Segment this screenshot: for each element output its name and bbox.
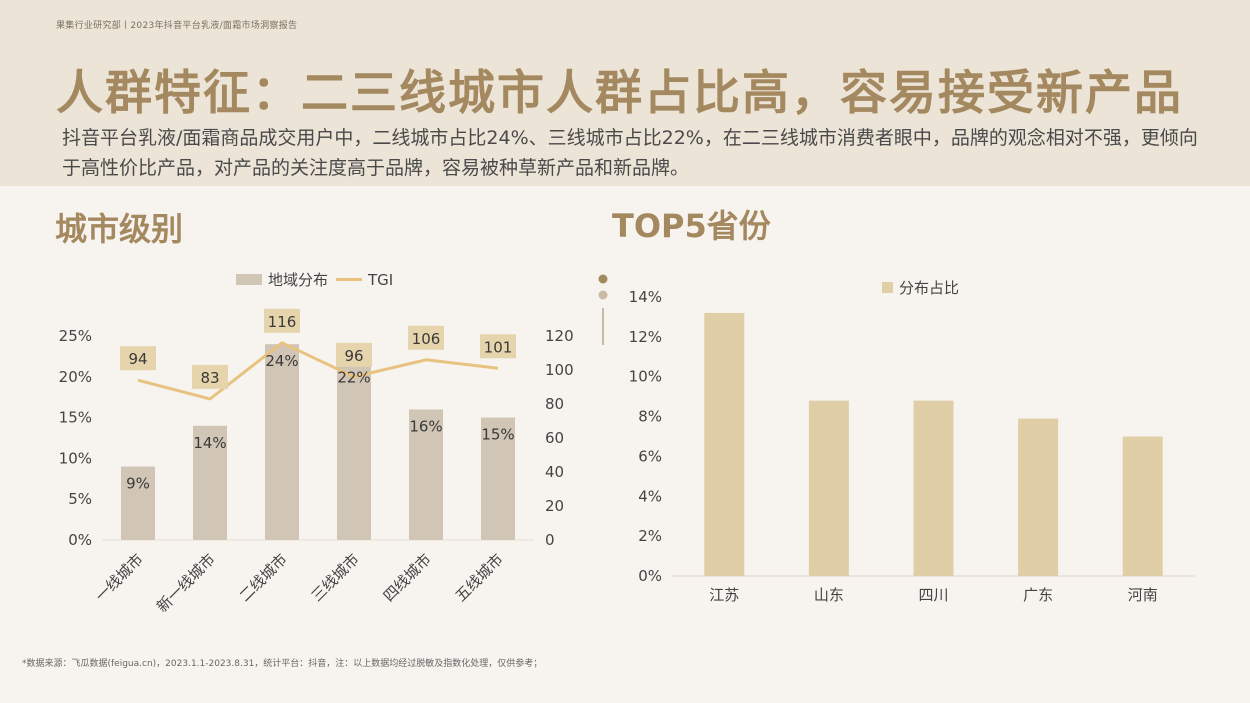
city-bar-label: 24% <box>265 352 298 370</box>
header-band <box>0 0 1250 186</box>
province-category-label: 广东 <box>1023 586 1053 604</box>
province-category-label: 河南 <box>1128 586 1158 604</box>
city-bar-label: 14% <box>193 434 226 452</box>
city-category-label: 五线城市 <box>452 550 507 605</box>
province-bar <box>704 312 745 576</box>
footnote: *数据来源：飞瓜数据(feigua.cn)，2023.1.1-2023.8.31… <box>22 659 543 669</box>
tgi-label: 106 <box>412 330 441 348</box>
city-bar-label: 15% <box>481 426 514 444</box>
city-category-label: 一线城市 <box>92 550 147 605</box>
bar-legend-label: 地域分布 <box>268 271 329 289</box>
province-legend-swatch <box>882 282 893 293</box>
bar-legend-swatch <box>236 274 262 285</box>
tgi-label: 101 <box>484 338 513 356</box>
tgi-label-box <box>120 346 156 371</box>
province-legend-label: 分布占比 <box>899 279 960 297</box>
city-y-left-tick: 20% <box>59 368 92 386</box>
city-y-right-tick: 100 <box>545 361 574 379</box>
top5-provinces-section-title: TOP5省份 <box>612 207 771 245</box>
province-category-label: 江苏 <box>709 586 739 604</box>
city-y-right-tick: 20 <box>545 497 564 515</box>
city-y-left-tick: 25% <box>59 327 92 345</box>
city-y-left-tick: 10% <box>59 449 92 467</box>
city-y-right-tick: 60 <box>545 429 564 447</box>
city-y-right-tick: 40 <box>545 463 564 481</box>
province-bar <box>1122 436 1163 576</box>
city-y-right-tick: 120 <box>545 327 574 345</box>
city-bar <box>481 417 515 540</box>
line-legend-label: TGI <box>368 270 394 289</box>
province-bar <box>1018 418 1059 576</box>
tgi-label: 83 <box>200 369 219 387</box>
province-category-label: 四川 <box>918 586 948 604</box>
legend-page-dot-active <box>598 274 608 284</box>
province-y-tick: 4% <box>638 487 662 505</box>
city-bar <box>409 409 443 540</box>
city-y-right-tick: 80 <box>545 395 564 413</box>
province-chart-legend: 分布占比 <box>882 277 959 298</box>
legend-page-dot <box>598 290 608 300</box>
province-y-tick: 12% <box>629 328 662 346</box>
province-y-tick: 8% <box>638 408 662 426</box>
tgi-label: 94 <box>128 350 147 368</box>
city-y-right-tick: 0 <box>545 531 555 549</box>
city-category-label: 三线城市 <box>308 550 363 605</box>
tgi-label: 116 <box>268 313 297 331</box>
city-category-label: 新一线城市 <box>153 550 219 616</box>
city-category-label: 二线城市 <box>236 550 291 605</box>
tgi-label: 96 <box>344 347 363 365</box>
breadcrumb: 果集行业研究部丨2023年抖音平台乳液/面霜市场洞察报告 <box>56 21 298 31</box>
city-bar <box>121 466 155 540</box>
city-level-section-title: 城市级别 <box>55 210 184 248</box>
province-category-label: 山东 <box>814 586 844 604</box>
province-y-tick: 0% <box>638 567 662 585</box>
city-bar-label: 22% <box>337 368 370 386</box>
city-bar <box>265 344 299 540</box>
province-y-tick: 10% <box>629 368 662 386</box>
province-y-tick: 6% <box>638 447 662 465</box>
province-bar <box>808 400 849 576</box>
city-chart-legend: 地域分布 TGI <box>236 269 393 290</box>
city-y-left-tick: 0% <box>68 531 92 549</box>
province-bar <box>913 400 954 576</box>
tgi-label-box <box>264 308 300 333</box>
city-bar-label: 9% <box>126 475 150 493</box>
tgi-label-box <box>480 334 516 359</box>
city-bar <box>193 425 227 540</box>
tgi-label-box <box>336 342 372 367</box>
page-subtitle: 抖音平台乳液/面霜商品成交用户中，二线城市占比24%、三线城市占比22%，在二三… <box>62 127 1198 179</box>
city-category-label: 四线城市 <box>380 550 435 605</box>
city-bar <box>337 360 371 540</box>
province-y-tick: 2% <box>638 527 662 545</box>
page-title: 人群特征：二三线城市人群占比高，容易接受新产品 <box>56 66 1183 121</box>
tgi-label-box <box>408 325 444 350</box>
line-legend-swatch <box>336 278 363 281</box>
city-bar-label: 16% <box>409 417 442 435</box>
city-y-left-tick: 5% <box>68 490 92 508</box>
tgi-line <box>137 341 499 401</box>
city-y-left-tick: 15% <box>59 409 92 427</box>
province-y-tick: 14% <box>629 288 662 306</box>
tgi-label-box <box>192 364 228 389</box>
